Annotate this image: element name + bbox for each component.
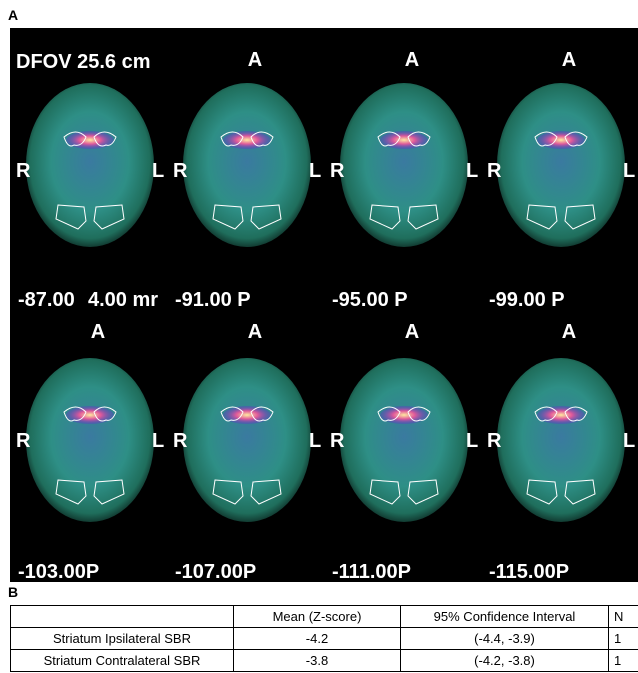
overlay-label: 4.00 mr: [88, 289, 158, 311]
table-cell: -3.8: [233, 649, 401, 672]
brain-slice: [340, 83, 468, 247]
roi-outline: [212, 204, 282, 230]
table-wrap: Mean (Z-score) 95% Confidence Interval N…: [10, 605, 638, 673]
striatum: [66, 406, 114, 424]
header-cell: 95% Confidence Interval: [400, 605, 609, 628]
roi-outline: [526, 479, 596, 505]
slice-position: -103.00P: [18, 561, 99, 583]
roi-outline: [63, 406, 117, 422]
striatum: [66, 131, 114, 149]
orientation-label: L: [309, 160, 321, 182]
orientation-label: L: [152, 430, 164, 452]
table-cell: Striatum Contralateral SBR: [10, 649, 234, 672]
roi-outline: [63, 131, 117, 147]
brain-slice: [26, 83, 154, 247]
empty-cell: [10, 605, 234, 628]
brain-slice: [183, 358, 311, 522]
roi-outline: [377, 406, 431, 422]
roi-outline: [369, 204, 439, 230]
table-cell: (-4.2, -3.8): [400, 649, 609, 672]
orientation-label: L: [623, 430, 635, 452]
orientation-label: R: [173, 430, 188, 452]
striatum: [380, 131, 428, 149]
slice-position: -87.00: [18, 289, 75, 311]
table-cell: 1: [608, 627, 638, 650]
table-cell: 1: [608, 649, 638, 672]
roi-outline: [55, 479, 125, 505]
orientation-label: R: [330, 430, 345, 452]
brain-slice: [497, 358, 625, 522]
roi-outline: [534, 131, 588, 147]
table-cell: (-4.4, -3.9): [400, 627, 609, 650]
table-cell: Striatum Ipsilateral SBR: [10, 627, 234, 650]
roi-outline: [526, 204, 596, 230]
orientation-label: A: [562, 321, 576, 343]
orientation-label: R: [487, 160, 502, 182]
roi-outline: [220, 406, 274, 422]
panel-label: B: [8, 584, 18, 600]
orientation-label: A: [405, 321, 419, 343]
slice-position: -111.00P: [332, 561, 411, 583]
brain-slice: [183, 83, 311, 247]
results-table: Mean (Z-score) 95% Confidence Interval N…: [10, 605, 638, 672]
orientation-label: L: [152, 160, 164, 182]
panel-label: A: [8, 7, 18, 23]
orientation-label: L: [309, 430, 321, 452]
roi-outline: [377, 131, 431, 147]
dfov-label: DFOV 25.6 cm: [16, 51, 151, 73]
roi-outline: [369, 479, 439, 505]
orientation-label: A: [405, 49, 419, 71]
striatum: [223, 131, 271, 149]
orientation-label: R: [487, 430, 502, 452]
table-cell: -4.2: [233, 627, 401, 650]
slice-position: -95.00 P: [332, 289, 408, 311]
slice-position: -99.00 P: [489, 289, 565, 311]
brain-slice: [340, 358, 468, 522]
slice-position: -115.00P: [489, 561, 569, 583]
orientation-label: L: [623, 160, 635, 182]
brain-slice: [497, 83, 625, 247]
slice-position: -91.00 P: [175, 289, 251, 311]
orientation-label: R: [16, 160, 31, 182]
brain-slice: [26, 358, 154, 522]
orientation-label: R: [173, 160, 188, 182]
slice-position: -107.00P: [175, 561, 256, 583]
orientation-label: R: [330, 160, 345, 182]
roi-outline: [55, 204, 125, 230]
striatum: [380, 406, 428, 424]
roi-outline: [212, 479, 282, 505]
striatum: [537, 406, 585, 424]
striatum: [223, 406, 271, 424]
roi-outline: [220, 131, 274, 147]
header-cell: N: [608, 605, 638, 628]
orientation-label: A: [248, 321, 262, 343]
orientation-label: A: [562, 49, 576, 71]
orientation-label: A: [91, 321, 105, 343]
orientation-label: L: [466, 160, 478, 182]
orientation-label: A: [248, 49, 262, 71]
roi-outline: [534, 406, 588, 422]
striatum: [537, 131, 585, 149]
orientation-label: R: [16, 430, 31, 452]
orientation-label: L: [466, 430, 478, 452]
header-cell: Mean (Z-score): [233, 605, 401, 628]
